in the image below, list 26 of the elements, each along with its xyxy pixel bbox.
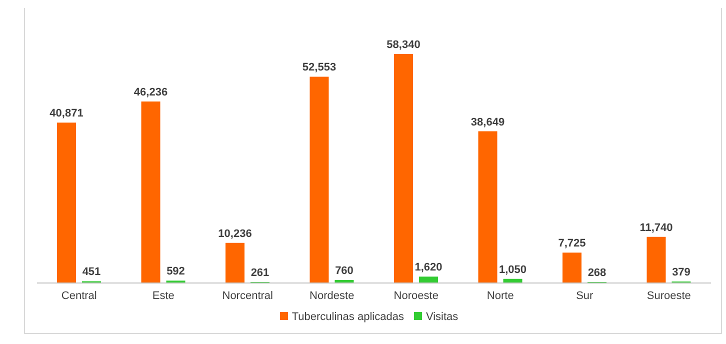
x-tick-label: Noroeste xyxy=(394,290,438,302)
x-tick-label: Sur xyxy=(576,290,594,302)
data-label: 592 xyxy=(166,266,185,278)
x-tick-label: Nordeste xyxy=(310,290,354,302)
data-label: 52,553 xyxy=(302,62,336,74)
data-label: 261 xyxy=(250,266,270,279)
data-label: 10,236 xyxy=(218,228,252,240)
data-label: 40,871 xyxy=(50,108,84,120)
data-label: 46,236 xyxy=(134,86,168,99)
data-label: 760 xyxy=(335,265,354,278)
data-label: 38,649 xyxy=(470,116,505,128)
x-tick-label: Norte xyxy=(486,290,514,302)
data-label: 451 xyxy=(82,266,101,278)
data-label: 11,740 xyxy=(640,222,673,234)
x-tick-label: Suroeste xyxy=(646,290,691,302)
data-label: 7,725 xyxy=(558,238,586,250)
data-label: 268 xyxy=(588,266,606,279)
x-tick-label: Norcentral xyxy=(222,290,273,302)
legend-label: Visitas xyxy=(426,311,458,323)
legend-label: Tuberculinas aplicadas xyxy=(292,311,404,323)
data-label: 379 xyxy=(672,266,690,279)
x-tick-label: Central xyxy=(61,290,97,302)
data-label: 1,050 xyxy=(498,264,527,276)
x-tick-label: Este xyxy=(152,290,174,302)
data-label: 58,340 xyxy=(386,39,420,51)
data-label: 1,620 xyxy=(414,262,442,274)
